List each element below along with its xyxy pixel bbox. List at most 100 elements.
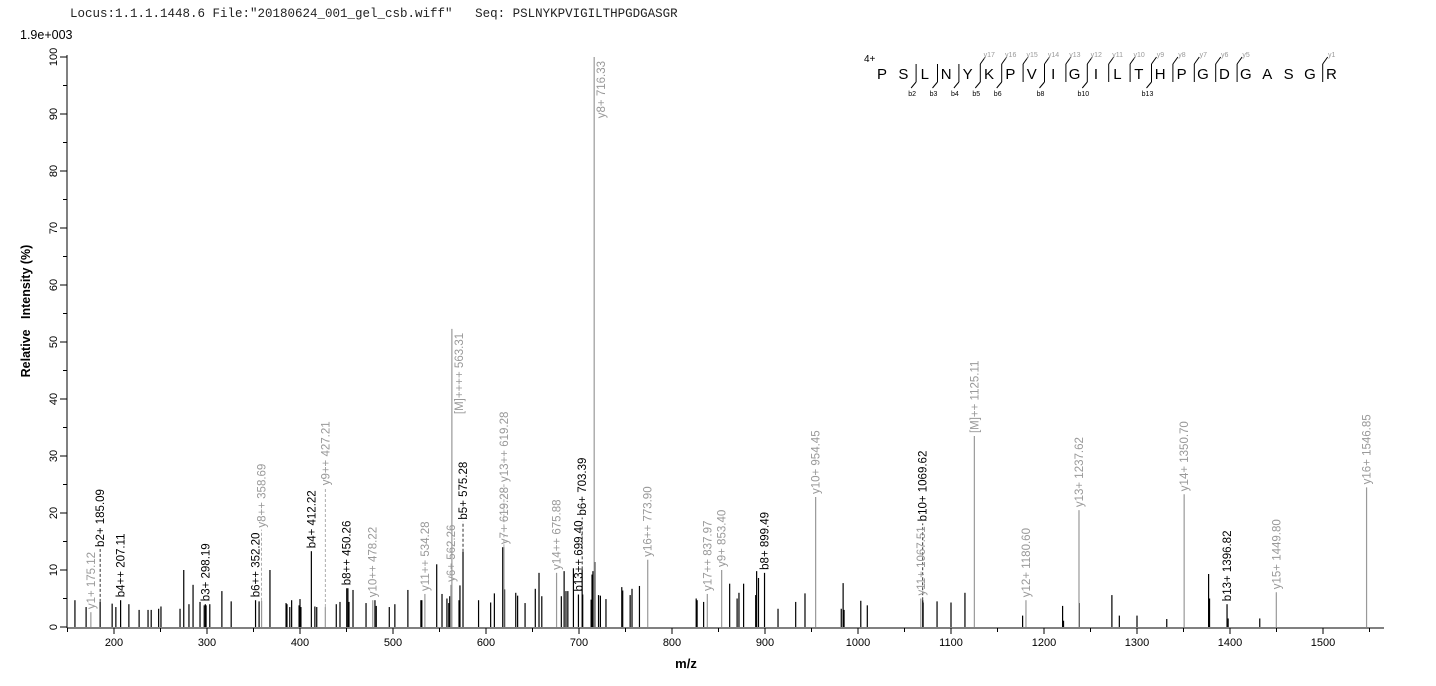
y-ion-label: y13 bbox=[1069, 52, 1080, 59]
peak-label: y9++ 427.21 bbox=[320, 421, 332, 485]
residue: T bbox=[1134, 66, 1143, 83]
residue: L bbox=[1113, 66, 1121, 83]
x-tick-label: 400 bbox=[291, 637, 309, 649]
y-ion-tick bbox=[1086, 56, 1093, 65]
y-ion-label: y15 bbox=[1026, 52, 1037, 59]
b-ion-label: b10 bbox=[1077, 91, 1089, 98]
peak-label: [M]++++ 563.31 bbox=[454, 333, 466, 414]
peak-label: [M]++ 1125.11 bbox=[969, 361, 981, 433]
peak-label: y14+ 1350.70 bbox=[1179, 421, 1191, 491]
residue: P bbox=[877, 66, 887, 83]
y-tick-label: 50 bbox=[48, 336, 60, 348]
y-tick-label: 30 bbox=[48, 450, 60, 462]
y-ion-tick bbox=[1322, 56, 1329, 65]
y-ion-label: y12 bbox=[1091, 52, 1102, 59]
b-ion-label: b5 bbox=[972, 91, 980, 98]
b-ion-tick bbox=[1039, 81, 1045, 89]
peak-label: y6+ 562.26 bbox=[446, 525, 458, 582]
y-ion-label: y11 bbox=[1112, 52, 1123, 59]
b-ion-tick bbox=[953, 81, 960, 89]
x-axis-title: m/z bbox=[675, 656, 697, 671]
b-ion-tick bbox=[910, 81, 917, 89]
peak-label: y11+ 1067.51 bbox=[916, 526, 928, 595]
y-tick-label: 80 bbox=[48, 165, 60, 177]
y-ion-label: y10 bbox=[1133, 52, 1144, 59]
residue: S bbox=[1284, 66, 1294, 83]
y-tick-label: 90 bbox=[48, 108, 60, 120]
peak-label: b3+ 298.19 bbox=[200, 543, 212, 601]
y-ion-tick bbox=[979, 56, 986, 65]
y-tick-label: 70 bbox=[48, 222, 60, 234]
residue: L bbox=[921, 66, 929, 83]
peak-label: b13+ 1396.82 bbox=[1222, 531, 1234, 602]
peak-label: b13++ 699.40 bbox=[573, 521, 585, 592]
b-ion-tick bbox=[974, 81, 981, 89]
residue: A bbox=[1262, 66, 1272, 83]
y-tick-label: 60 bbox=[48, 279, 60, 291]
y-tick-label: 0 bbox=[48, 624, 60, 630]
y-tick-label: 20 bbox=[48, 507, 60, 519]
b-ion-tick bbox=[932, 81, 938, 89]
y-ion-tick bbox=[1108, 56, 1115, 65]
peak-label: y13+ 1237.62 bbox=[1074, 437, 1086, 507]
axes-layer: 200 300 400 500 600 700 800 900 1000 1100 1200 1300… bbox=[48, 48, 1384, 649]
residue: K bbox=[984, 66, 994, 83]
peak-label: y7+ 619.28 bbox=[499, 487, 511, 544]
peak-label: b5+ 575.28 bbox=[458, 462, 470, 520]
peak-label: b8+ 899.49 bbox=[760, 512, 772, 570]
y-ion-tick bbox=[1129, 56, 1136, 65]
y-ion-label: y16 bbox=[1005, 52, 1016, 59]
peak-label: y16++ 773.90 bbox=[643, 486, 655, 556]
peak-label: y15+ 1449.80 bbox=[1271, 519, 1283, 589]
peak-label: b4+ 412.22 bbox=[306, 490, 318, 548]
b-ion-label: b8 bbox=[1037, 91, 1045, 98]
peak-label: b10+ 1069.62 bbox=[918, 451, 930, 522]
y-ion-tick bbox=[1215, 56, 1222, 65]
x-tick-label: 1500 bbox=[1311, 637, 1335, 649]
x-tick-label: 800 bbox=[663, 637, 681, 649]
y-tick-label: 10 bbox=[48, 564, 60, 576]
residue: N bbox=[941, 66, 952, 83]
b-ion-label: b6 bbox=[994, 91, 1002, 98]
residue: P bbox=[1177, 66, 1187, 83]
peak-label: y11++ 534.28 bbox=[420, 521, 432, 591]
x-tick-label: 300 bbox=[198, 637, 216, 649]
y-tick-label: 40 bbox=[48, 393, 60, 405]
y-ion-label: y5 bbox=[1242, 52, 1250, 59]
b-ion-tick bbox=[996, 81, 1003, 89]
residue: R bbox=[1326, 66, 1337, 83]
peak-label: b8++ 450.26 bbox=[342, 521, 354, 586]
y-ion-tick bbox=[1001, 56, 1008, 65]
peak-label: y16+ 1546.85 bbox=[1362, 414, 1374, 484]
peak-label: y1+ 175.12 bbox=[86, 552, 98, 609]
b-ion-label: b4 bbox=[951, 91, 959, 98]
peak-label: y10+ 954.45 bbox=[811, 430, 823, 494]
residue: I bbox=[1051, 66, 1055, 83]
y-ion-tick bbox=[1172, 56, 1179, 65]
y-axis-title: Relative Intensity (%) bbox=[19, 245, 33, 378]
charge-state: 4+ bbox=[864, 54, 876, 65]
residue: G bbox=[1304, 66, 1316, 83]
y-ion-label: y9 bbox=[1157, 52, 1165, 59]
peak-label: b6++ 352.20 bbox=[251, 533, 263, 598]
x-tick-label: 900 bbox=[756, 637, 774, 649]
y-ion-tick bbox=[1065, 56, 1072, 65]
peak-label: b2+ 185.09 bbox=[95, 489, 107, 547]
x-tick-label: 600 bbox=[477, 637, 495, 649]
x-tick-label: 1400 bbox=[1218, 637, 1242, 649]
y-ion-label: y1 bbox=[1328, 52, 1336, 59]
residue: I bbox=[1094, 66, 1098, 83]
peak-label: y8++ 358.69 bbox=[257, 464, 269, 528]
residue: H bbox=[1155, 66, 1166, 83]
b-ion-label: b2 bbox=[908, 91, 916, 98]
residue: D bbox=[1219, 66, 1230, 83]
y-ion-label: y8 bbox=[1178, 52, 1186, 59]
spectrum-header: Locus:1.1.1.1448.6 File:"20180624_001_ge… bbox=[70, 7, 678, 21]
peak-label: y17++ 837.97 bbox=[702, 521, 714, 591]
residue: G bbox=[1069, 66, 1081, 83]
residue: Y bbox=[963, 66, 973, 83]
b-ion-label: b13 bbox=[1142, 91, 1154, 98]
residue: G bbox=[1197, 66, 1209, 83]
x-tick-label: 1300 bbox=[1125, 637, 1149, 649]
